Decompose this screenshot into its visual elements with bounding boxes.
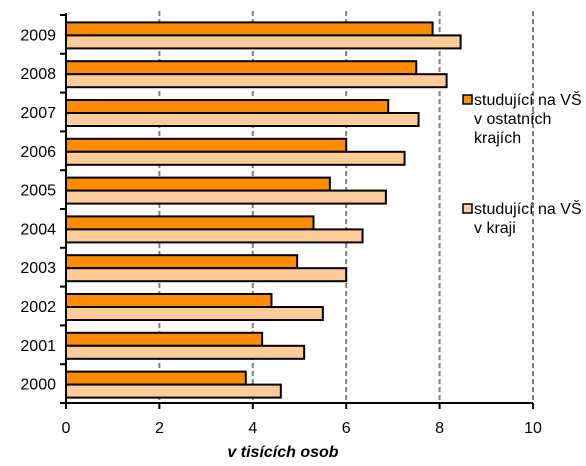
bar-v-kraji (65, 112, 420, 127)
legend-label: v ostatních (474, 111, 551, 128)
legend-swatch (462, 94, 473, 105)
x-tick-label: 10 (524, 420, 542, 437)
bar-ostatni-kraje (65, 331, 264, 347)
legend-label: v kraji (474, 220, 516, 237)
legend-label: studující na VŠ (474, 199, 582, 218)
bar-v-kraji (65, 383, 282, 399)
legend: studující na VŠ v ostatních krajích studují… (462, 90, 582, 237)
bar-ostatni-kraje (65, 21, 434, 37)
bar-ostatni-kraje (65, 137, 348, 153)
y-tick-label: 2002 (20, 299, 56, 316)
y-tick-label: 2003 (20, 260, 56, 277)
legend-swatch (462, 203, 473, 214)
tick-labels: 2000 2001 2002 2003 2004 2005 2006 2007 2008 2009… (20, 27, 542, 437)
bar-ostatni-kraje (65, 60, 418, 76)
bar-ostatni-kraje (65, 99, 390, 114)
x-tick-label: 2 (155, 420, 164, 437)
y-tick-label: 2001 (20, 338, 56, 355)
y-tick-label: 2008 (20, 66, 56, 83)
bars (65, 21, 462, 399)
bar-v-kraji (65, 267, 348, 283)
bar-ostatni-kraje (65, 293, 273, 308)
bar-v-kraji (65, 73, 448, 89)
x-tick-label: 8 (435, 420, 444, 437)
bar-ostatni-kraje (65, 215, 315, 231)
y-tick-label: 2009 (20, 27, 56, 44)
bar-v-kraji (65, 306, 324, 321)
bar-v-kraji (65, 344, 306, 360)
x-tick-label: 6 (342, 420, 351, 437)
x-tick-label: 0 (62, 420, 71, 437)
bar-v-kraji (65, 150, 406, 166)
bar-v-kraji (65, 189, 387, 205)
y-tick-label: 2004 (20, 221, 56, 238)
legend-label: krajích (474, 130, 521, 147)
y-tick-label: 2007 (20, 105, 56, 122)
legend-label: studující na VŠ (474, 90, 582, 109)
bar-ostatni-kraje (65, 176, 331, 192)
bar-ostatni-kraje (65, 254, 299, 270)
bar-v-kraji (65, 228, 364, 244)
y-tick-label: 2005 (20, 183, 56, 200)
x-tick-label: 4 (248, 420, 257, 437)
x-axis-label: v tisících osob (227, 444, 338, 461)
bar-ostatni-kraje (65, 370, 247, 386)
axes (60, 13, 534, 409)
y-tick-label: 2000 (20, 377, 56, 394)
y-tick-label: 2006 (20, 144, 56, 161)
bar-v-kraji (65, 34, 462, 50)
